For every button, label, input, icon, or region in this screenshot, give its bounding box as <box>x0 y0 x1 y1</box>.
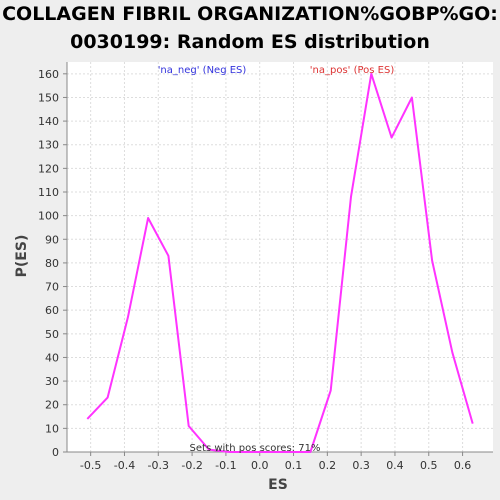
y-tick-label: 50 <box>45 328 59 341</box>
legend-pos: 'na_pos' (Pos ES) <box>310 65 395 76</box>
y-tick-label: 120 <box>38 162 59 175</box>
x-tick-label: -0.2 <box>181 459 202 472</box>
series-group <box>86 72 474 453</box>
y-tick-label: 150 <box>38 91 59 104</box>
y-axis-label: P(ES) <box>14 235 30 278</box>
series-line-es <box>86 72 474 453</box>
y-tick-label: 100 <box>38 210 59 223</box>
y-tick-label: 110 <box>38 186 59 199</box>
x-tick-label: -0.3 <box>148 459 169 472</box>
y-tick-label: 30 <box>45 375 59 388</box>
y-tick-label: 10 <box>45 422 59 435</box>
x-tick-label: 0.6 <box>454 459 472 472</box>
x-tick-label: 0.3 <box>352 459 370 472</box>
y-tick-label: 40 <box>45 351 59 364</box>
x-tick-label: 0.5 <box>420 459 438 472</box>
legend-neg: 'na_neg' (Neg ES) <box>158 65 247 76</box>
x-tick-label: 0.0 <box>251 459 269 472</box>
plot-area <box>67 62 493 452</box>
x-tick-label: 0.2 <box>319 459 337 472</box>
y-tick-label: 0 <box>52 446 59 459</box>
y-tick-label: 160 <box>38 68 59 81</box>
chart-title-line-1: COLLAGEN FIBRIL ORGANIZATION%GOBP%GO: <box>2 3 498 25</box>
y-tick-label: 60 <box>45 304 59 317</box>
y-tick-label: 90 <box>45 233 59 246</box>
y-tick-label: 130 <box>38 139 59 152</box>
x-tick-label: 0.4 <box>386 459 404 472</box>
y-tick-label: 20 <box>45 399 59 412</box>
y-tick-label: 140 <box>38 115 59 128</box>
x-tick-label: 0.1 <box>285 459 303 472</box>
y-tick-label: 80 <box>45 257 59 270</box>
x-tick-label: -0.1 <box>215 459 236 472</box>
x-tick-label: -0.5 <box>80 459 101 472</box>
x-axis-label: ES <box>268 477 288 493</box>
annotation-pos-scores: Sets with pos scores: 71% <box>190 443 321 454</box>
chart-title-line-2: 0030199: Random ES distribution <box>70 31 430 53</box>
chart-title: COLLAGEN FIBRIL ORGANIZATION%GOBP%GO: 00… <box>0 0 500 56</box>
y-tick-label: 70 <box>45 281 59 294</box>
axes: -0.5 -0.4 -0.3 -0.2 -0.1 0.0 0.1 0.2 0.3 0.4 0.5 0.… <box>38 62 493 472</box>
x-tick-label: -0.4 <box>114 459 135 472</box>
